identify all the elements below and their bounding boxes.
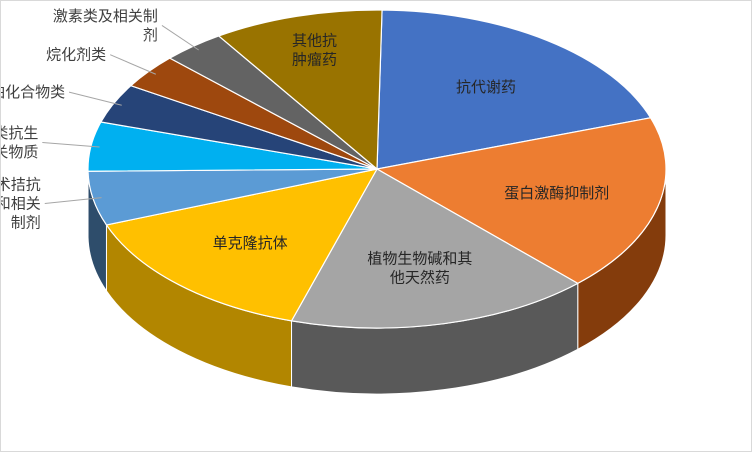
slice-label-8-line-1: 剂 [143, 26, 158, 44]
slice-label-1-line-0: 蛋白激酶抑制剂 [504, 184, 609, 202]
leader-line-4 [44, 197, 102, 205]
slice-label-8-line-0: 激素类及相关制 [53, 7, 158, 25]
pie-slice-2 [290, 168, 580, 329]
slice-label-2-line-0: 植物生物碱和其 [367, 249, 472, 267]
pie-slice-0 [376, 9, 652, 170]
slice-label-2-line-1: 他天然药 [390, 268, 450, 286]
leader-line-7 [109, 54, 156, 75]
slice-label-0-line-0: 抗代谢药 [456, 78, 516, 96]
pie-slice-3 [105, 168, 379, 322]
leader-line-6 [68, 91, 122, 106]
pie-slice-9 [217, 9, 383, 171]
pie-side-walls [87, 168, 667, 395]
slice-label-4-line-2: 制剂 [11, 214, 41, 232]
slice-label-5-line-1: 素和相关物质 [1, 143, 38, 161]
leader-line-8 [161, 25, 199, 51]
slice-label-7-line-0: 烷化剂类 [46, 46, 106, 64]
leader-lines [42, 25, 199, 205]
slice-label-9-line-0: 其他抗 [292, 31, 337, 49]
slice-label-4-line-1: 剂和相关 [1, 195, 41, 213]
leader-line-5 [42, 141, 100, 148]
pie-top-faces [87, 9, 667, 329]
slice-label-6-line-0: 铂化合物类 [1, 83, 65, 101]
slice-label-4-line-0: 技术拮抗 [1, 176, 41, 194]
slice-label-5-line-0: 细胞霉素类抗生 [1, 124, 38, 142]
slice-label-3-line-0: 单克隆抗体 [213, 234, 288, 252]
slice-label-9-line-1: 肿瘤药 [292, 50, 337, 68]
pie-slice-1 [375, 117, 667, 285]
